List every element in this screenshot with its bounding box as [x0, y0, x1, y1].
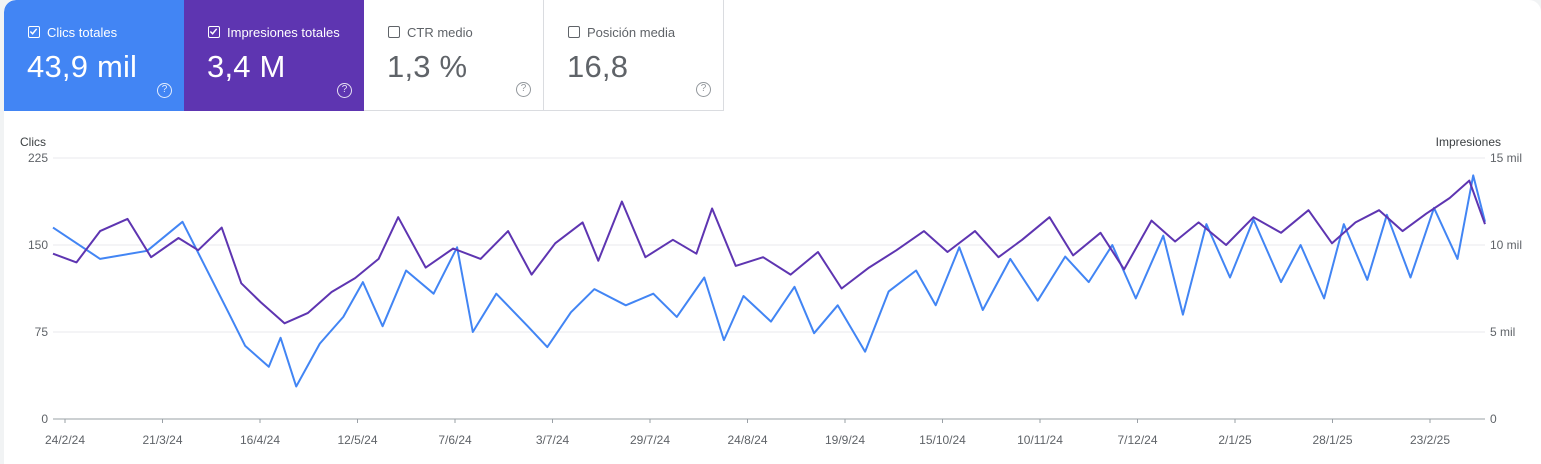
x-tick-label: 29/7/24 [630, 433, 670, 447]
y-axis-left-ticks: 0 75 150 225 [28, 151, 48, 426]
performance-card: Clics totales 43,9 mil ? Impresiones tot… [4, 0, 1541, 464]
metric-tile-ctr[interactable]: CTR medio 1,3 % ? [364, 0, 544, 111]
x-tick-label: 23/2/25 [1410, 433, 1450, 447]
metric-tile-clicks[interactable]: Clics totales 43,9 mil ? [4, 0, 184, 111]
checkbox-unchecked-icon[interactable] [388, 26, 400, 38]
y-left-tick-label: 225 [28, 151, 48, 165]
y-axis-left-title: Clics [20, 135, 46, 149]
x-axis-ticks: 24/2/24 21/3/24 16/4/24 12/5/24 7/6/24 3/7/24… [45, 419, 1450, 447]
x-tick-label: 16/4/24 [240, 433, 280, 447]
checkbox-checked-icon[interactable] [28, 26, 40, 38]
metric-tile-position[interactable]: Posición media 16,8 ? [544, 0, 724, 111]
x-tick-label: 24/8/24 [727, 433, 767, 447]
metric-value: 3,4 M [207, 49, 286, 84]
y-left-tick-label: 0 [41, 412, 48, 426]
x-tick-label: 19/9/24 [825, 433, 865, 447]
metric-value: 16,8 [567, 49, 629, 84]
help-icon[interactable]: ? [696, 82, 711, 97]
chart-lines [52, 174, 1486, 388]
help-icon[interactable]: ? [157, 83, 172, 98]
x-tick-label: 28/1/25 [1312, 433, 1352, 447]
x-tick-label: 2/1/25 [1218, 433, 1252, 447]
performance-chart: Clics Impresiones 0 75 150 225 0 5 mil 10 mil… [20, 135, 1522, 447]
chart-grid [53, 157, 1485, 420]
metric-tile-impressions[interactable]: Impresiones totales 3,4 M ? [184, 0, 364, 111]
x-tick-label: 24/2/24 [45, 433, 85, 447]
x-tick-label: 7/12/24 [1117, 433, 1157, 447]
series-line-clicks[interactable] [52, 174, 1486, 388]
metric-value: 1,3 % [387, 49, 468, 84]
metric-value: 43,9 mil [27, 49, 138, 84]
series-line-impressions[interactable] [52, 179, 1486, 325]
y-left-tick-label: 75 [35, 325, 49, 339]
x-tick-label: 12/5/24 [337, 433, 377, 447]
help-icon[interactable]: ? [516, 82, 531, 97]
help-icon[interactable]: ? [337, 83, 352, 98]
y-right-tick-label: 0 [1490, 412, 1497, 426]
metric-tiles: Clics totales 43,9 mil ? Impresiones tot… [4, 0, 724, 111]
x-tick-label: 10/11/24 [1017, 433, 1063, 447]
checkbox-unchecked-icon[interactable] [568, 26, 580, 38]
y-right-tick-label: 5 mil [1490, 325, 1515, 339]
x-tick-label: 3/7/24 [536, 433, 570, 447]
y-axis-right-title: Impresiones [1436, 135, 1501, 149]
checkbox-checked-icon[interactable] [208, 26, 220, 38]
y-axis-right-ticks: 0 5 mil 10 mil 15 mil [1490, 151, 1522, 426]
x-tick-label: 15/10/24 [919, 433, 966, 447]
y-right-tick-label: 10 mil [1490, 238, 1522, 252]
y-right-tick-label: 15 mil [1490, 151, 1522, 165]
x-tick-label: 21/3/24 [142, 433, 182, 447]
x-tick-label: 7/6/24 [438, 433, 472, 447]
y-left-tick-label: 150 [28, 238, 48, 252]
